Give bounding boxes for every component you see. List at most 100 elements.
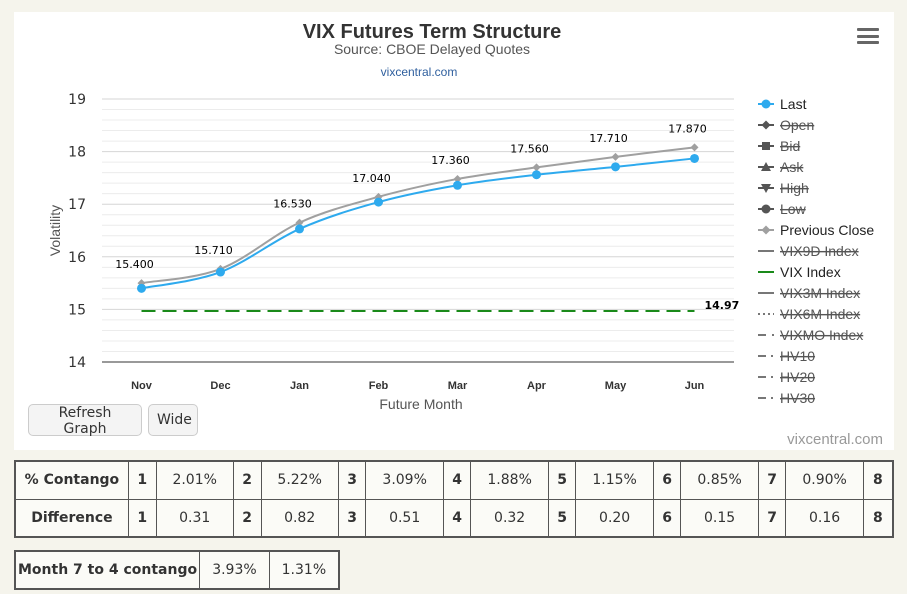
data-label: 15.710 <box>194 244 233 257</box>
data-label: 15.400 <box>115 258 154 271</box>
x-axis-title: Future Month <box>379 396 462 412</box>
legend-marker <box>761 162 771 171</box>
month-index-cell: 2 <box>232 460 262 500</box>
legend-item-open[interactable]: Open <box>758 117 814 133</box>
refresh-graph-button[interactable]: Refresh Graph <box>28 404 142 437</box>
month-index-cell: 4 <box>442 498 472 538</box>
vix-index-value-label: 14.97 <box>705 299 740 312</box>
x-tick-label: Feb <box>369 380 389 392</box>
value-cell: 0.82 <box>260 498 339 538</box>
legend-label: Bid <box>780 138 800 154</box>
last-point <box>532 170 541 180</box>
legend-item-high[interactable]: High <box>758 180 809 196</box>
row-label: Difference <box>14 498 129 538</box>
previous-close-point <box>295 218 304 227</box>
month-index-cell: 4 <box>442 460 472 500</box>
chart-svg: VIX Futures Term Structure Source: CBOE … <box>47 21 883 448</box>
table-row: Month 7 to 4 contango 3.93% 1.31% <box>14 550 340 590</box>
legend-label: VIX9D Index <box>780 243 859 259</box>
month-contango-value-2: 1.31% <box>268 550 340 590</box>
legend-label: VIX6M Index <box>780 306 860 322</box>
y-tick-label: 15 <box>68 302 86 318</box>
previous-close-point <box>453 174 462 183</box>
value-cell: 0.15 <box>680 498 759 538</box>
data-label: 17.870 <box>668 122 707 135</box>
month-index-cell: 8 <box>862 460 894 500</box>
table-row: Difference 1 0.31 2 0.82 3 0.51 4 0.32 5 0.20 6 0.15… <box>14 498 894 538</box>
legend-marker <box>761 184 771 193</box>
legend-item-vix-index[interactable]: VIX Index <box>758 264 841 280</box>
month-index-cell: 8 <box>862 498 894 538</box>
value-cell: 0.51 <box>365 498 444 538</box>
value-cell: 1.15% <box>575 460 654 500</box>
legend-label: HV10 <box>780 348 815 364</box>
legend-item-hv10[interactable]: HV10 <box>758 348 815 364</box>
legend-label: HV30 <box>780 390 815 406</box>
row-label: % Contango <box>14 460 129 500</box>
month-contango-value-1: 3.93% <box>199 550 270 590</box>
legend-item-vix6m-index[interactable]: VIX6M Index <box>758 306 860 322</box>
legend-item-ask[interactable]: Ask <box>758 159 804 175</box>
month-index-cell: 7 <box>757 498 787 538</box>
x-tick-label: Jan <box>290 380 309 392</box>
value-cell: 5.22% <box>260 460 339 500</box>
chart-title: VIX Futures Term Structure <box>303 21 562 43</box>
chart-credit[interactable]: vixcentral.com <box>787 431 883 448</box>
data-label: 17.040 <box>352 172 391 185</box>
legend-marker <box>761 204 771 214</box>
legend-label: VIXMO Index <box>780 327 863 343</box>
legend-item-previous-close[interactable]: Previous Close <box>758 222 874 238</box>
value-cell: 0.16 <box>785 498 864 538</box>
month-index-cell: 2 <box>232 498 262 538</box>
legend-label: Previous Close <box>780 222 874 238</box>
legend-marker <box>761 225 771 235</box>
legend-item-hv30[interactable]: HV30 <box>758 390 815 406</box>
month-index-cell: 3 <box>337 498 367 538</box>
legend-marker <box>762 142 770 150</box>
previous-close-point <box>532 163 541 172</box>
y-tick-label: 19 <box>68 92 86 108</box>
value-cell: 0.90% <box>785 460 864 500</box>
previous-close-point <box>690 143 699 152</box>
value-cell: 0.85% <box>680 460 759 500</box>
legend-item-hv20[interactable]: HV20 <box>758 369 815 385</box>
legend-item-vix3m-index[interactable]: VIX3M Index <box>758 285 860 301</box>
last-point <box>295 224 304 234</box>
y-tick-label: 16 <box>68 250 86 266</box>
hamburger-menu-icon[interactable] <box>857 28 879 46</box>
table-row: % Contango 1 2.01% 2 5.22% 3 3.09% 4 1.88% 5 1.15%… <box>14 460 894 500</box>
chart-panel: VIX Futures Term Structure Source: CBOE … <box>14 12 894 450</box>
month-index-cell: 6 <box>652 498 682 538</box>
legend-label: HV20 <box>780 369 815 385</box>
legend-item-bid[interactable]: Bid <box>758 138 800 154</box>
data-label: 17.710 <box>589 132 628 145</box>
legend-marker <box>761 99 771 109</box>
x-tick-label: Jun <box>685 380 705 392</box>
legend-item-vixmo-index[interactable]: VIXMO Index <box>758 327 863 343</box>
legend-label: Low <box>780 201 807 217</box>
data-label: 17.360 <box>431 154 470 167</box>
last-point <box>453 180 462 190</box>
month-index-cell: 6 <box>652 460 682 500</box>
chart-subtitle: Source: CBOE Delayed Quotes <box>334 41 530 57</box>
value-cell: 0.31 <box>155 498 234 538</box>
y-tick-label: 18 <box>68 145 86 161</box>
wide-button[interactable]: Wide <box>148 404 198 436</box>
last-point <box>611 162 620 172</box>
legend-item-low[interactable]: Low <box>758 201 807 217</box>
x-tick-label: Dec <box>210 380 230 392</box>
legend-label: Last <box>780 96 807 112</box>
last-point <box>374 197 383 207</box>
value-cell: 3.09% <box>365 460 444 500</box>
data-label: 16.530 <box>273 198 312 211</box>
month-index-cell: 5 <box>547 460 577 500</box>
legend-item-vix9d-index[interactable]: VIX9D Index <box>758 243 859 259</box>
month-index-cell: 1 <box>127 498 157 538</box>
legend: Last Open Bid Ask High Low Previous Close VIX9D… <box>758 96 874 406</box>
legend-label: Open <box>780 117 814 133</box>
legend-item-last[interactable]: Last <box>758 96 807 112</box>
data-label: 17.560 <box>510 142 549 155</box>
y-tick-label: 17 <box>68 197 86 213</box>
source-link[interactable]: vixcentral.com <box>381 65 458 79</box>
x-tick-label: May <box>605 380 627 392</box>
